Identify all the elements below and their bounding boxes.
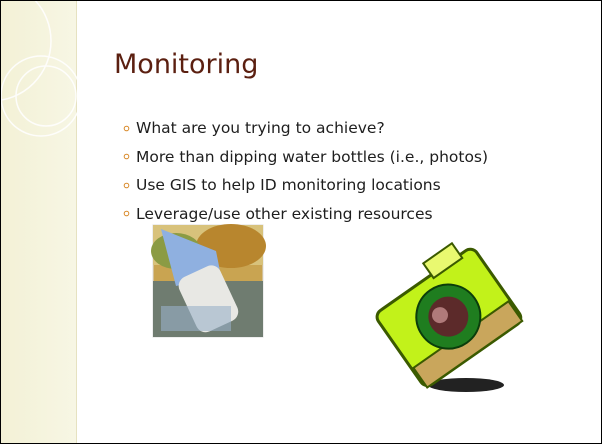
bullet-text: What are you trying to achieve?: [136, 119, 385, 137]
bullet-text: More than dipping water bottles (i.e., p…: [136, 148, 488, 166]
bullet-marker: [123, 153, 130, 160]
water-photo: [151, 224, 266, 337]
bullet-text: Use GIS to help ID monitoring locations: [136, 176, 441, 194]
bullet-marker: [123, 125, 130, 132]
slide-title: Monitoring: [114, 49, 258, 80]
bullet-item: Use GIS to help ID monitoring locations: [123, 171, 488, 200]
camera-clipart: [366, 235, 524, 392]
bullet-marker: [123, 210, 130, 217]
bullet-list: What are you trying to achieve? More than…: [123, 114, 488, 228]
bullet-item: What are you trying to achieve?: [123, 114, 488, 143]
bullet-item: More than dipping water bottles (i.e., p…: [123, 143, 488, 172]
slide: Monitoring What are you trying to achiev…: [0, 0, 602, 444]
bullet-text: Leverage/use other existing resources: [136, 205, 433, 223]
bullet-marker: [123, 182, 130, 189]
bullet-item: Leverage/use other existing resources: [123, 200, 488, 229]
